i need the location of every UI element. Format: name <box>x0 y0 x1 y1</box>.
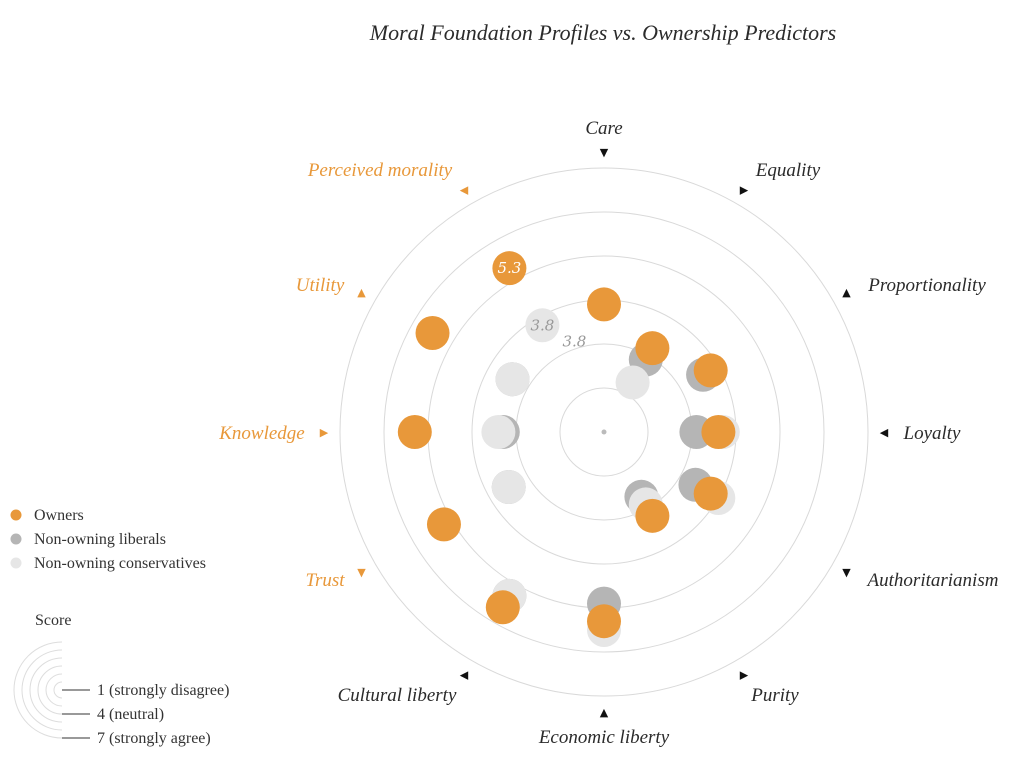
axis-label: Proportionality <box>867 275 986 296</box>
axis-marker-icon: ▼ <box>842 566 851 579</box>
data-point <box>397 415 432 449</box>
axis-label: Authoritarianism <box>866 570 999 591</box>
chart-title: Moral Foundation Profiles vs. Ownership … <box>369 20 836 45</box>
data-label: 3.8 <box>530 316 554 334</box>
data-point <box>492 251 527 286</box>
legend-label: Owners <box>34 507 84 524</box>
axis-label: Purity <box>750 685 799 706</box>
axis-label: Knowledge <box>218 423 305 444</box>
axis-label: Loyalty <box>903 423 962 444</box>
score-legend-arc <box>37 665 63 715</box>
data-point <box>491 470 526 504</box>
data-label: 5.3 <box>497 259 521 277</box>
score-legend-label: 1 (strongly disagree) <box>97 682 229 699</box>
axis-marker-icon: ◀ <box>880 426 889 439</box>
data-point <box>693 353 728 388</box>
score-legend-label: 7 (strongly agree) <box>97 730 211 747</box>
axis-marker-icon: ◀ <box>460 668 469 681</box>
data-point <box>485 590 520 625</box>
axis-label: Economic liberty <box>538 727 670 748</box>
axis-label: Equality <box>755 160 821 181</box>
data-point <box>415 316 450 350</box>
score-ring <box>383 211 825 653</box>
axis-marker-icon: ▶ <box>320 426 329 439</box>
axis-marker-icon: ▲ <box>842 286 851 299</box>
legend-swatch <box>10 533 22 545</box>
data-point <box>587 287 621 322</box>
score-legend-arc <box>53 681 63 699</box>
data-point <box>495 362 530 397</box>
score-ring <box>559 387 649 477</box>
data-label: 3.8 <box>562 332 586 350</box>
score-legend-label: 4 (neutral) <box>97 706 164 723</box>
data-point <box>635 498 670 533</box>
legend-label: Non-owning liberals <box>34 531 166 548</box>
legend-swatch <box>10 557 22 569</box>
data-point <box>587 604 621 639</box>
axis-label: Care <box>585 118 622 139</box>
axis-marker-icon: ▲ <box>357 286 366 299</box>
center-point <box>601 429 607 435</box>
data-point <box>701 415 736 449</box>
axis-marker-icon: ▼ <box>357 566 366 579</box>
axis-marker-icon: ◀ <box>460 184 469 197</box>
legend-label: Non-owning conservatives <box>34 555 206 572</box>
score-legend-arc <box>13 641 63 739</box>
score-legend-arc <box>21 649 63 731</box>
axis-marker-icon: ▼ <box>600 146 609 159</box>
axis-marker-icon: ▶ <box>740 668 749 681</box>
axis-label: Utility <box>296 275 345 296</box>
axis-label: Trust <box>305 570 345 591</box>
data-point <box>693 476 728 511</box>
data-point <box>426 507 461 542</box>
score-legend-title: Score <box>35 612 71 629</box>
score-legend-arc <box>45 673 63 707</box>
data-point <box>615 365 650 400</box>
score-ring <box>339 167 869 697</box>
axis-marker-icon: ▶ <box>740 184 749 197</box>
data-point <box>481 415 516 449</box>
axis-label: Perceived morality <box>307 160 453 181</box>
data-point <box>635 331 670 366</box>
legend-swatch <box>10 509 22 521</box>
axis-marker-icon: ▲ <box>600 706 609 719</box>
data-point <box>525 308 560 343</box>
axis-label: Cultural liberty <box>338 685 457 706</box>
score-legend-arc <box>29 657 63 723</box>
